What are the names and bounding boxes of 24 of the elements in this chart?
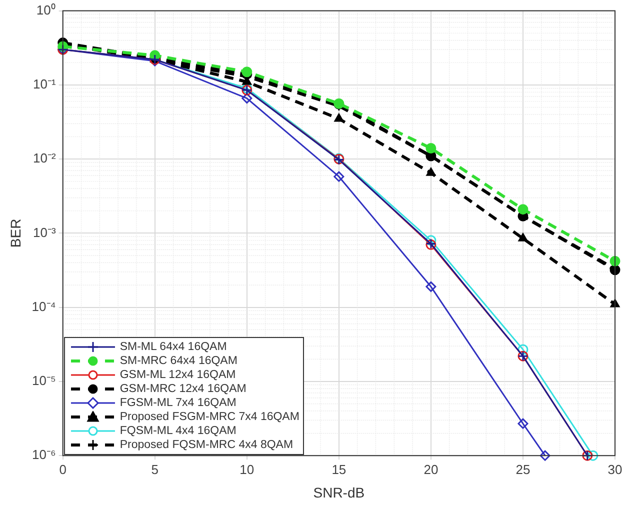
x-tick-label: 15	[332, 462, 346, 477]
legend-label: FGSM-ML 7x4 16QAM	[120, 396, 236, 410]
x-tick-label: 20	[424, 462, 438, 477]
legend-label: SM-ML 64x4 16QAM	[120, 340, 227, 354]
legend-label: Proposed FQSM-MRC 4x4 8QAM	[120, 438, 294, 452]
legend-label: Proposed FSGM-MRC 7x4 16QAM	[120, 410, 300, 424]
legend-label: SM-MRC 64x4 16QAM	[120, 354, 238, 368]
x-tick-label: 0	[59, 462, 66, 477]
y-tick-label: 10⁻²	[33, 150, 57, 166]
y-tick-label: 10⁻⁶	[32, 447, 56, 462]
y-tick-label: 10⁰	[36, 2, 56, 18]
x-axis-title: SNR-dB	[313, 484, 365, 500]
x-tick-label: 10	[240, 462, 254, 477]
x-tick-label: 5	[151, 462, 158, 477]
y-tick-label: 10⁻³	[33, 224, 57, 240]
y-axis-title: BER	[7, 218, 24, 248]
legend-label: FQSM-ML 4x4 16QAM	[120, 424, 236, 438]
x-tick-label: 25	[516, 462, 530, 477]
legend-label: GSM-ML 12x4 16QAM	[120, 368, 236, 382]
y-tick-label: 10⁻¹	[33, 76, 57, 92]
y-tick-label: 10⁻⁴	[32, 298, 56, 314]
legend-label: GSM-MRC 12x4 16QAM	[120, 382, 246, 396]
y-tick-label: 10⁻⁵	[32, 373, 56, 388]
x-tick-label: 30	[608, 462, 622, 477]
